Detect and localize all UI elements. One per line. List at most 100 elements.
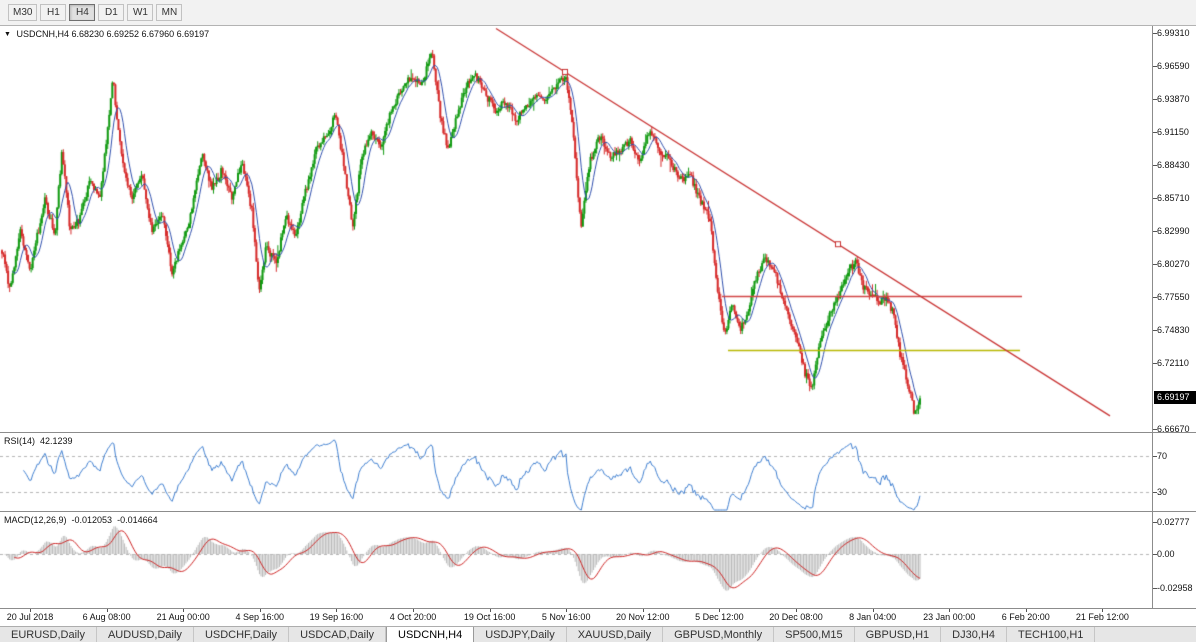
chart-tab-dj30-h4[interactable]: DJ30,H4 (941, 627, 1007, 642)
price-axis-tick (1153, 33, 1157, 34)
chart-tab-bar: EURUSD,Daily AUDUSD,Daily USDCHF,Daily USDC… (0, 626, 1196, 642)
rsi-name: RSI(14) (4, 436, 36, 446)
macd-axis-tick (1153, 522, 1157, 524)
time-axis-tick (413, 609, 414, 612)
chart-ohlc-values: 6.68230 6.69252 6.67960 6.69197 (71, 29, 210, 39)
price-chart-pane: ▼ USDCNH,H4 6.68230 6.69252 6.67960 6.69… (0, 26, 1196, 434)
macd-pane: MACD(12,26,9) -0.012053 -0.014664 0.02777 0… (0, 512, 1196, 609)
price-axis-tick (1153, 198, 1157, 199)
time-axis-tick (796, 609, 797, 612)
price-axis-label: 6.88430 (1157, 160, 1190, 170)
price-axis-tick (1153, 264, 1157, 265)
macd-axis-tick (1153, 588, 1157, 590)
chart-tab-usdcad-daily[interactable]: USDCAD,Daily (289, 627, 387, 642)
timeframe-button-mn[interactable]: MN (156, 4, 183, 21)
chart-tab-usdcnh-h4[interactable]: USDCNH,H4 (386, 627, 475, 642)
time-axis-label: 20 Nov 12:00 (616, 612, 670, 622)
time-axis-label: 6 Aug 08:00 (82, 612, 131, 622)
macd-axis-label: 0.00 (1157, 549, 1175, 559)
price-axis-label: 6.80270 (1157, 259, 1190, 269)
price-axis-label: 6.85710 (1157, 193, 1190, 203)
macd-axis: 0.02777 0.00 -0.02958 (1152, 512, 1196, 608)
time-axis-tick (259, 609, 261, 612)
chart-tab-sp500-m15[interactable]: SP500,M15 (774, 627, 855, 642)
timeframe-button-d1[interactable]: D1 (98, 4, 125, 21)
price-axis-tick (1153, 429, 1157, 430)
price-chart-canvas[interactable] (0, 26, 1152, 432)
price-axis-label: 6.91150 (1157, 127, 1189, 137)
rsi-axis-tick (1153, 456, 1157, 458)
price-axis-label: 6.74830 (1157, 325, 1190, 335)
macd-canvas[interactable] (0, 512, 1152, 608)
timeframe-button-h1[interactable]: H1 (40, 4, 67, 21)
rsi-axis-label: 30 (1157, 486, 1168, 497)
time-axis-tick (719, 609, 721, 612)
time-axis-label: 4 Oct 20:00 (389, 612, 437, 622)
timeframe-button-h4[interactable]: H4 (69, 4, 96, 21)
time-axis-tick (30, 609, 31, 612)
time-axis-tick (872, 609, 874, 612)
price-axis-tick (1153, 231, 1157, 232)
price-axis-label: 6.82990 (1157, 226, 1190, 236)
macd-label: MACD(12,26,9) -0.012053 -0.014664 (4, 515, 163, 525)
rsi-value: 42.1239 (40, 436, 73, 446)
time-axis-tick (642, 609, 644, 612)
time-axis-tick (1102, 609, 1104, 612)
time-axis-tick (183, 609, 185, 612)
price-axis-tick (1153, 66, 1157, 67)
macd-axis-label: -0.02958 (1157, 583, 1193, 594)
price-axis-tick (1153, 165, 1157, 166)
rsi-canvas[interactable] (0, 433, 1152, 511)
time-axis-label: 19 Oct 16:00 (463, 612, 516, 622)
time-axis-label: 20 Dec 08:00 (769, 612, 823, 622)
price-axis-label: 6.99310 (1157, 28, 1190, 38)
time-axis-tick (566, 609, 568, 612)
timeframe-toolbar: M30 H1 H4 D1 W1 MN (0, 0, 1196, 26)
macd-axis-tick (1153, 554, 1157, 555)
time-axis-tick (1025, 609, 1027, 612)
time-axis-label: 6 Feb 20:00 (1001, 612, 1050, 622)
price-axis-tick (1153, 99, 1157, 100)
rsi-axis-label: 70 (1157, 451, 1168, 462)
price-axis-label: 6.77550 (1157, 292, 1190, 302)
time-axis-label: 23 Jan 00:00 (923, 612, 976, 622)
chart-tab-xauusd-daily[interactable]: XAUUSD,Daily (566, 627, 664, 642)
price-axis-tick (1153, 132, 1157, 133)
chart-tab-usdchf-daily[interactable]: USDCHF,Daily (193, 627, 290, 642)
price-axis-label: 6.66670 (1157, 424, 1190, 434)
rsi-axis: 70 30 (1152, 433, 1196, 511)
rsi-label: RSI(14) 42.1239 (4, 436, 78, 446)
chart-tab-usdjpy-daily[interactable]: USDJPY,Daily (474, 627, 567, 642)
price-axis-tick (1153, 330, 1157, 331)
chart-tab-audusd-daily[interactable]: AUDUSD,Daily (96, 627, 194, 642)
chart-dropdown-icon[interactable]: ▼ (4, 31, 11, 38)
macd-axis-label: 0.02777 (1157, 517, 1190, 528)
price-axis-label: 6.96590 (1157, 61, 1190, 71)
time-axis-label: 5 Nov 16:00 (541, 612, 591, 622)
price-axis-label: 6.72110 (1157, 358, 1189, 368)
price-axis-tick (1153, 297, 1157, 298)
chart-tab-eurusd-daily[interactable]: EURUSD,Daily (0, 627, 97, 642)
time-axis-tick (336, 609, 338, 612)
time-axis-label: 5 Dec 12:00 (695, 612, 744, 622)
time-axis-label: 21 Feb 12:00 (1075, 612, 1129, 622)
chart-title: ▼ USDCNH,H4 6.68230 6.69252 6.67960 6.69… (4, 29, 209, 39)
chart-tab-gbpusd-monthly[interactable]: GBPUSD,Monthly (663, 627, 775, 642)
time-axis-label: 8 Jan 04:00 (849, 612, 897, 622)
time-axis: 20 Jul 2018 6 Aug 08:00 21 Aug 00:00 4 Sep … (0, 609, 1196, 626)
timeframe-button-m30[interactable]: M30 (8, 4, 38, 21)
timeframe-button-w1[interactable]: W1 (127, 4, 154, 21)
time-axis-label: 19 Sep 16:00 (309, 612, 364, 622)
macd-name: MACD(12,26,9) (4, 515, 67, 525)
chart-tab-tech100-h1[interactable]: TECH100,H1 (1006, 627, 1096, 642)
price-axis-tick (1153, 363, 1157, 364)
chart-tab-gbpusd-h1[interactable]: GBPUSD,H1 (854, 627, 942, 642)
chart-symbol-label: USDCNH,H4 (16, 29, 69, 39)
macd-main-value: -0.012053 (71, 515, 113, 525)
time-axis-tick (949, 609, 951, 612)
time-axis-label: 4 Sep 16:00 (235, 612, 285, 622)
macd-signal-value: -0.014664 (117, 515, 158, 525)
time-axis-label: 21 Aug 00:00 (156, 612, 210, 622)
time-axis-tick (489, 609, 491, 612)
